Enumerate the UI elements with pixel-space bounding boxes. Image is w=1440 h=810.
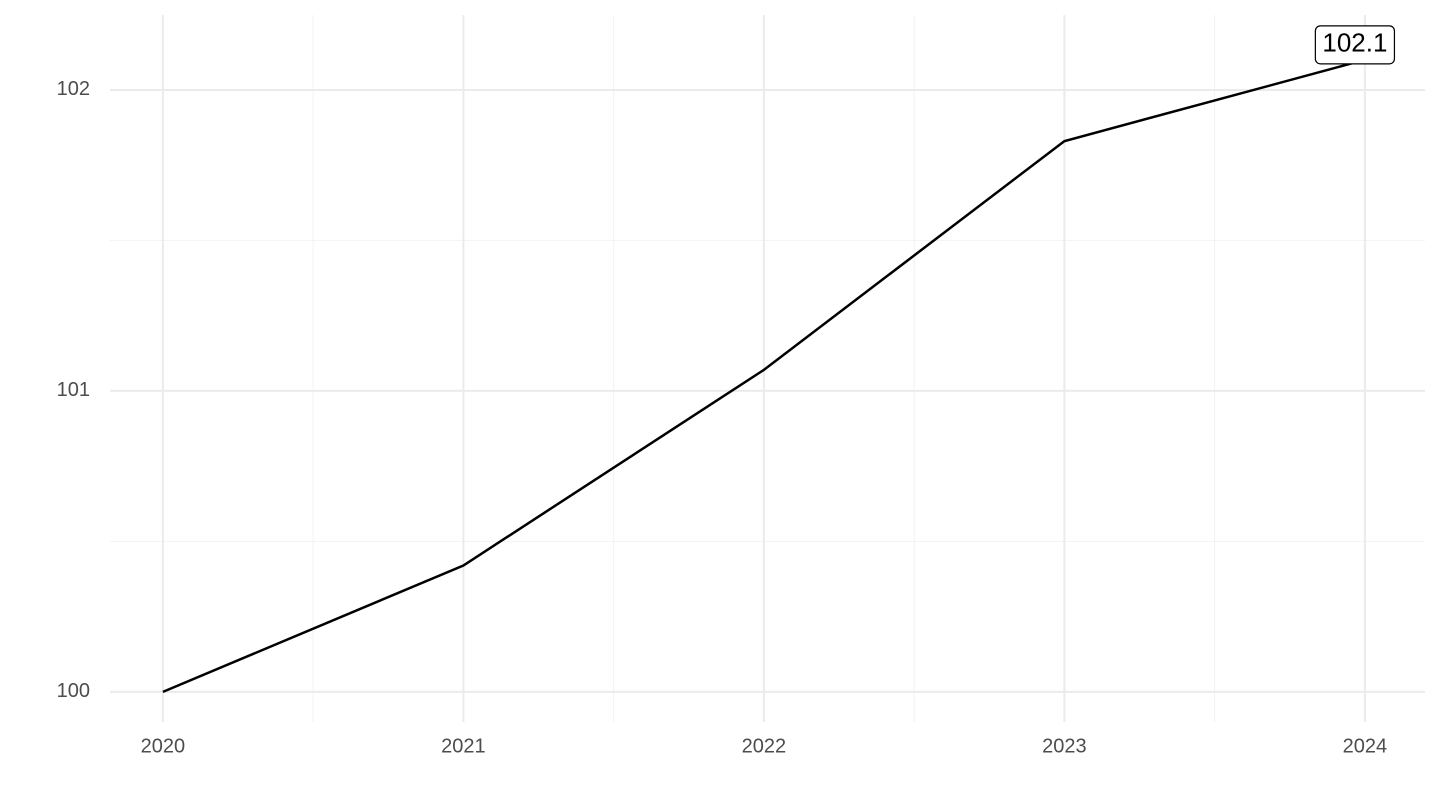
x-tick-label: 2023 — [1042, 735, 1087, 757]
x-tick-label: 2020 — [141, 735, 186, 757]
y-tick-label: 101 — [57, 379, 90, 401]
value-label-box — [1314, 25, 1396, 65]
line — [162, 58, 1366, 694]
x-tick-label: 2022 — [742, 735, 787, 757]
value-label: 102.1 — [1322, 28, 1387, 58]
y-tick-label: 100 — [57, 680, 90, 702]
x-tick-label: 2024 — [1343, 735, 1388, 757]
x-tick-label: 2021 — [441, 735, 486, 757]
y-tick-label: 102 — [57, 78, 90, 100]
